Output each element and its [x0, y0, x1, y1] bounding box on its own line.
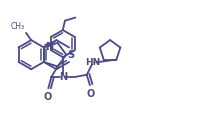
Text: O: O	[43, 92, 51, 102]
Text: CH₃: CH₃	[11, 22, 25, 31]
Text: S: S	[67, 50, 74, 60]
Text: HN: HN	[85, 58, 101, 67]
Text: O: O	[87, 89, 95, 99]
Text: N: N	[59, 72, 67, 82]
Text: N: N	[45, 42, 53, 52]
